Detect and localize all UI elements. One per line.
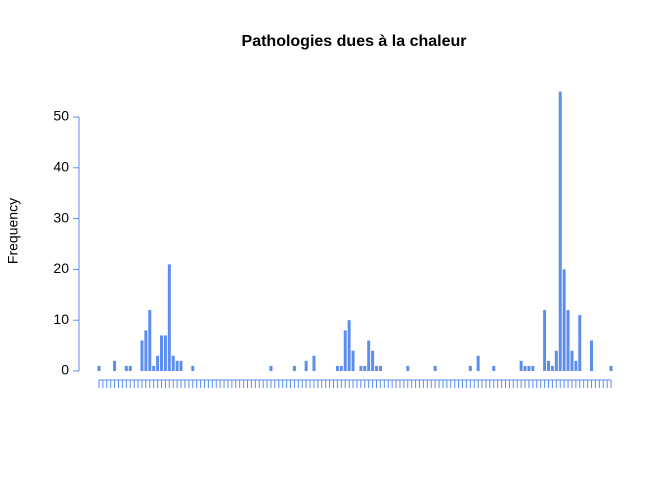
bar	[171, 355, 175, 371]
bar	[191, 365, 195, 371]
bar	[128, 365, 132, 371]
bar	[269, 365, 273, 371]
bar	[543, 310, 547, 371]
bar	[570, 350, 574, 371]
bar	[371, 350, 375, 371]
bar	[359, 365, 363, 371]
bar	[140, 340, 144, 371]
y-tick-label: 40	[53, 159, 69, 175]
bar	[163, 335, 167, 371]
bar	[335, 365, 339, 371]
bar	[304, 360, 308, 371]
bar	[113, 360, 117, 371]
bar	[476, 355, 480, 371]
bar	[148, 310, 152, 371]
bar	[609, 365, 613, 371]
bar	[574, 360, 578, 371]
bar	[550, 365, 554, 371]
bar	[124, 365, 128, 371]
bar	[554, 350, 558, 371]
y-tick-label: 10	[53, 311, 69, 327]
bar	[547, 360, 550, 371]
bar	[167, 264, 171, 371]
bar	[519, 360, 523, 371]
bar	[347, 320, 351, 371]
y-axis-title: Frequency	[5, 198, 21, 264]
bar	[527, 365, 531, 371]
y-tick-label: 30	[53, 209, 69, 225]
bar	[160, 335, 163, 371]
bar	[433, 365, 437, 371]
bar	[378, 365, 382, 371]
bar	[578, 315, 582, 371]
y-tick-label: 0	[61, 362, 69, 378]
bar	[179, 360, 183, 371]
bar	[156, 355, 160, 371]
bar	[292, 365, 296, 371]
bar	[97, 365, 101, 371]
bar	[367, 340, 371, 371]
bar	[351, 350, 355, 371]
bar	[363, 365, 367, 371]
y-tick-label: 50	[53, 108, 69, 124]
bar	[468, 365, 472, 371]
bar	[175, 360, 179, 371]
y-tick-label: 20	[53, 260, 69, 276]
bar	[558, 91, 562, 371]
bar	[523, 365, 527, 371]
bar	[566, 310, 570, 371]
bar	[144, 330, 148, 371]
bar	[152, 365, 156, 371]
bar	[339, 365, 343, 371]
bar	[312, 355, 316, 371]
bar	[343, 330, 347, 371]
bar	[562, 269, 566, 371]
chart-title: Pathologies dues à la chaleur	[242, 33, 467, 50]
bar	[406, 365, 410, 371]
bar	[375, 365, 378, 371]
bar	[492, 365, 496, 371]
bar	[590, 340, 593, 371]
bar	[531, 365, 535, 371]
